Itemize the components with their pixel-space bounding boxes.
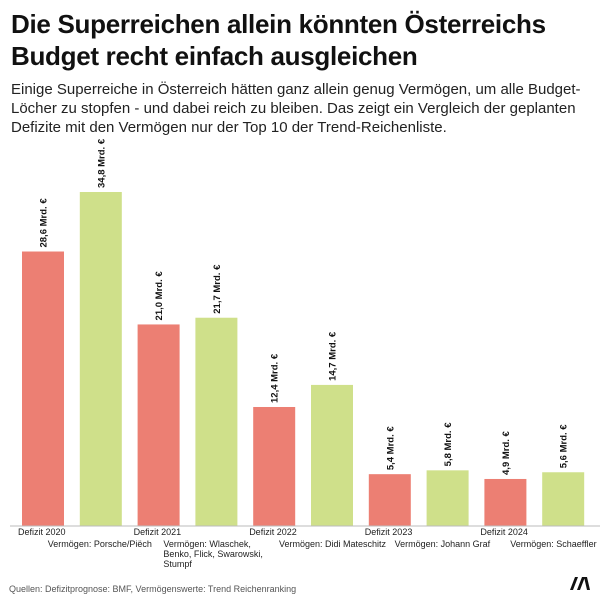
bar-wealth-8 [426,470,469,526]
bar-deficit-1 [22,251,64,527]
source-note: Quellen: Defizitprognose: BMF, Vermögens… [9,584,297,594]
category-label-7: Defizit 2023 [365,527,413,537]
data-label-3: 21,0 Mrd. € [154,271,165,321]
category-label-6: Vermögen: Didi Mateschitz [279,539,387,549]
chart-title: Die Superreichen allein könnten Österrei… [11,9,546,71]
bar-wealth-6 [311,384,353,526]
data-label-1: 28,6 Mrd. € [39,198,50,248]
bar-deficit-5 [253,406,296,526]
moment-logo-icon [570,577,590,590]
category-label-5: Defizit 2022 [249,527,297,537]
bar-wealth-10 [542,472,585,526]
bar-deficit-7 [368,474,411,526]
data-label-8: 5,8 Mrd. € [443,422,454,467]
data-label-6: 14,7 Mrd. € [328,331,339,381]
bar-deficit-9 [484,478,527,526]
data-label-5: 12,4 Mrd. € [270,353,281,403]
category-label-10: Vermögen: Schaeffler [510,539,596,549]
data-label-4: 21,7 Mrd. € [212,264,223,314]
category-label-8: Vermögen: Johann Graf [395,539,491,549]
data-label-9: 4,9 Mrd. € [501,430,512,475]
data-label-2: 34,8 Mrd. € [96,138,107,188]
chart-subtitle: Einige Superreiche in Österreich hätten … [11,81,581,136]
category-label-1: Defizit 2020 [18,527,66,537]
bar-deficit-3 [137,324,180,526]
bar-wealth-4 [195,317,238,526]
category-label-2: Vermögen: Porsche/Piëch [48,539,152,549]
category-label-4: Vermögen: Wlaschek, Benko, Flick, Swarows… [163,539,263,569]
data-label-10: 5,6 Mrd. € [559,424,570,469]
bar-wealth-2 [79,192,122,526]
category-label-3: Defizit 2021 [134,527,182,537]
data-label-7: 5,4 Mrd. € [385,426,396,471]
category-label-9: Defizit 2024 [480,527,528,537]
